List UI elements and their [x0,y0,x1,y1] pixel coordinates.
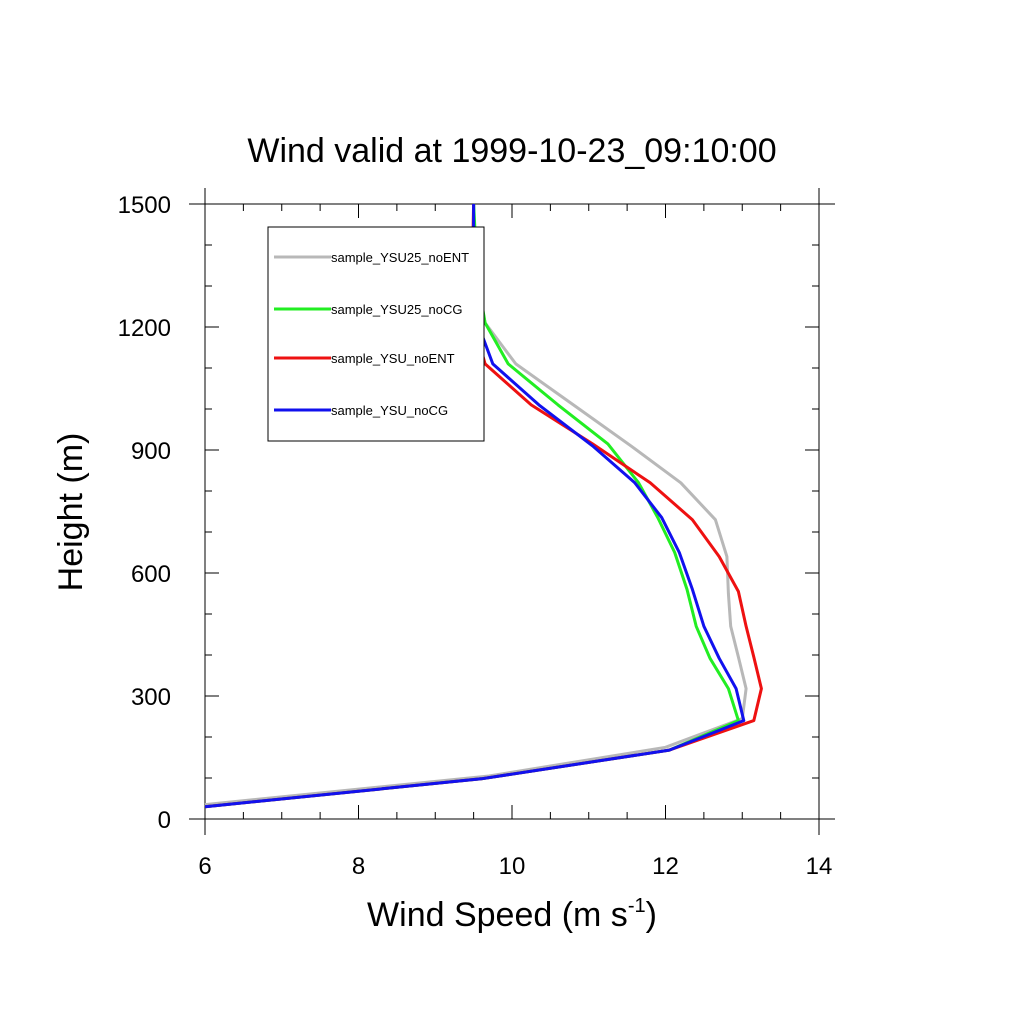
x-tick-label: 12 [652,853,679,880]
x-axis-title-main: Wind Speed (m s [367,896,628,934]
y-tick-label: 1500 [118,192,171,219]
x-tick-label: 10 [499,853,526,880]
y-axis-title: Height (m) [52,433,90,592]
y-tick-label: 0 [158,807,171,834]
y-tick-label: 900 [131,438,171,465]
legend-label: sample_YSU25_noCG [331,302,463,317]
y-tick-label: 600 [131,561,171,588]
x-tick-label: 14 [806,853,833,880]
x-axis-title: Wind Speed (m s-1) [367,895,657,934]
x-tick-label: 6 [198,853,211,880]
y-tick-label: 300 [131,684,171,711]
legend-label: sample_YSU25_noENT [331,250,469,265]
legend-label: sample_YSU_noCG [331,403,448,418]
legend-box [267,226,485,442]
x-axis-title-superscript: -1 [628,895,646,917]
x-tick-label: 8 [352,853,365,880]
minor-ticks [205,204,819,819]
x-axis-title-tail: ) [646,896,657,934]
chart-title: Wind valid at 1999-10-23_09:10:00 [247,132,776,170]
y-tick-labels: 0 300 600 900 1200 1500 [118,192,171,834]
series-line-sample_YSU_noCG [204,204,746,809]
series-line-sample_YSU25_noENT [204,203,748,807]
x-tick-labels: 6 8 10 12 14 [198,853,832,880]
legend-label: sample_YSU_noENT [331,351,455,366]
major-ticks [204,203,820,820]
y-tick-label: 1200 [118,315,171,342]
legend: sample_YSU25_noENT sample_YSU25_noCGsampl… [267,226,485,442]
